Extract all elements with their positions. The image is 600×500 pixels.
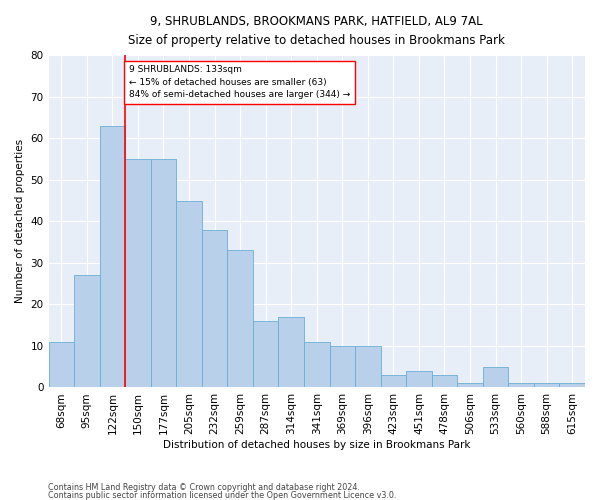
Title: 9, SHRUBLANDS, BROOKMANS PARK, HATFIELD, AL9 7AL
Size of property relative to de: 9, SHRUBLANDS, BROOKMANS PARK, HATFIELD,… <box>128 15 505 47</box>
Bar <box>49 342 74 388</box>
Bar <box>253 321 278 388</box>
Bar <box>176 200 202 388</box>
Bar <box>457 384 483 388</box>
Bar <box>278 317 304 388</box>
Bar <box>508 384 534 388</box>
X-axis label: Distribution of detached houses by size in Brookmans Park: Distribution of detached houses by size … <box>163 440 470 450</box>
Bar <box>559 384 585 388</box>
Bar <box>355 346 380 388</box>
Y-axis label: Number of detached properties: Number of detached properties <box>15 139 25 304</box>
Bar <box>406 371 432 388</box>
Bar <box>227 250 253 388</box>
Bar <box>380 375 406 388</box>
Bar <box>202 230 227 388</box>
Bar <box>100 126 125 388</box>
Bar <box>151 159 176 388</box>
Bar <box>125 159 151 388</box>
Text: Contains public sector information licensed under the Open Government Licence v3: Contains public sector information licen… <box>48 491 397 500</box>
Bar <box>483 366 508 388</box>
Text: Contains HM Land Registry data © Crown copyright and database right 2024.: Contains HM Land Registry data © Crown c… <box>48 484 360 492</box>
Bar <box>329 346 355 388</box>
Bar <box>304 342 329 388</box>
Bar <box>74 276 100 388</box>
Bar <box>432 375 457 388</box>
Text: 9 SHRUBLANDS: 133sqm
← 15% of detached houses are smaller (63)
84% of semi-detac: 9 SHRUBLANDS: 133sqm ← 15% of detached h… <box>129 66 350 100</box>
Bar <box>534 384 559 388</box>
